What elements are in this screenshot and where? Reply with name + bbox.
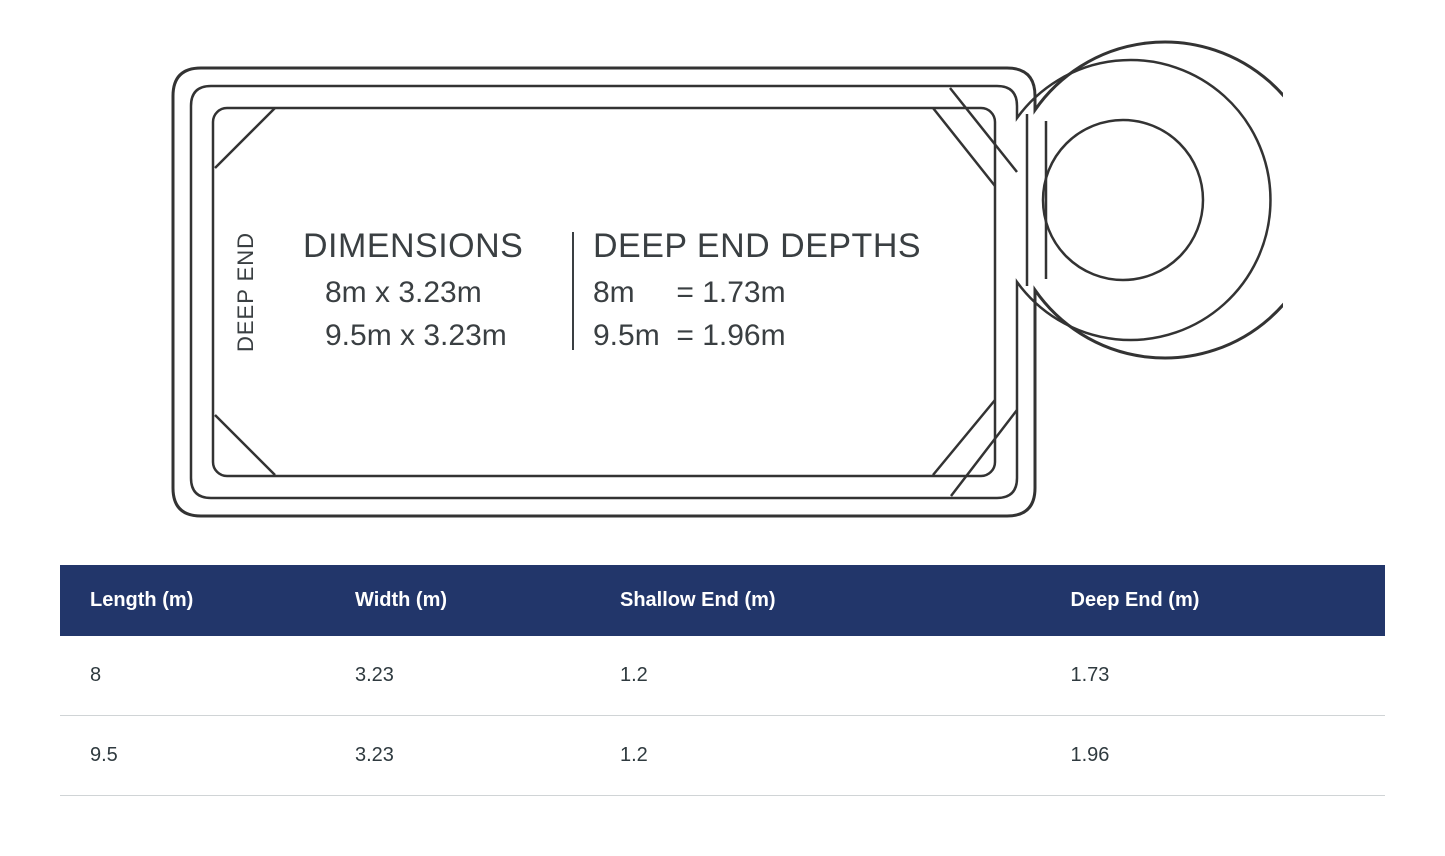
corner-chamfer [933, 108, 995, 186]
dimensions-line: 8m x 3.23m [325, 276, 482, 309]
col-header-width: Width (m) [325, 565, 590, 636]
depths-line: 8m = 1.73m [593, 276, 786, 309]
corner-chamfer [215, 108, 275, 168]
dimensions-line: 9.5m x 3.23m [325, 319, 507, 352]
table-header-row: Length (m) Width (m) Shallow End (m) Dee… [60, 565, 1385, 636]
cell-shallow: 1.2 [590, 636, 1041, 716]
cell-length: 8 [60, 636, 325, 716]
cell-width: 3.23 [325, 716, 590, 796]
cell-deep: 1.73 [1041, 636, 1386, 716]
dimensions-heading: DIMENSIONS [303, 227, 523, 265]
pool-diagram: DEEP END DIMENSIONS 8m x 3.23m 9.5m x 3.… [60, 10, 1385, 535]
depths-heading: DEEP END DEPTHS [593, 227, 921, 265]
col-header-length: Length (m) [60, 565, 325, 636]
cell-width: 3.23 [325, 636, 590, 716]
cell-length: 9.5 [60, 716, 325, 796]
spa-junction-line [950, 88, 1017, 172]
spa-inner-circle [1043, 120, 1203, 280]
table-row: 8 3.23 1.2 1.73 [60, 636, 1385, 716]
deep-end-label: DEEP END [233, 232, 258, 352]
spa-junction-line [951, 410, 1017, 496]
table-row: 9.5 3.23 1.2 1.96 [60, 716, 1385, 796]
col-header-shallow: Shallow End (m) [590, 565, 1041, 636]
col-header-deep: Deep End (m) [1041, 565, 1386, 636]
corner-chamfer [933, 400, 995, 475]
depths-line: 9.5m = 1.96m [593, 319, 786, 352]
cell-deep: 1.96 [1041, 716, 1386, 796]
corner-chamfer [215, 415, 275, 475]
cell-shallow: 1.2 [590, 716, 1041, 796]
dimensions-table: Length (m) Width (m) Shallow End (m) Dee… [60, 565, 1385, 796]
